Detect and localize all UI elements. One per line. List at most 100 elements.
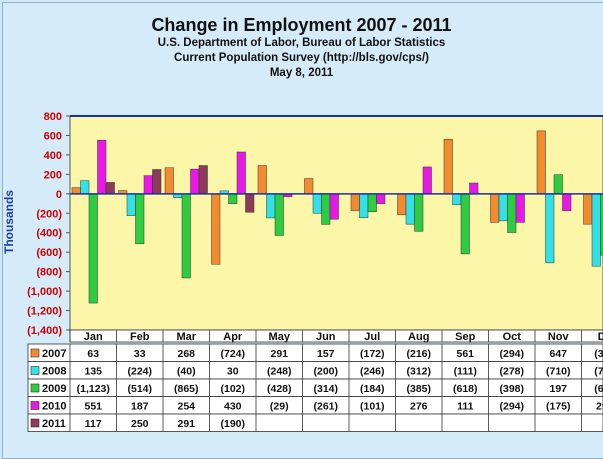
- data-label: (261): [313, 401, 338, 413]
- data-label: (630: [594, 383, 603, 395]
- data-label: 297: [596, 401, 603, 413]
- x-tick-label: Apr: [223, 331, 243, 343]
- bar-2009-Apr: [228, 193, 238, 204]
- bar-2011-Feb: [152, 169, 162, 195]
- data-label: (200): [313, 366, 338, 378]
- y-tick-label: (1,200): [27, 306, 62, 318]
- legend-label-2009: 2009: [42, 383, 66, 395]
- data-label: 561: [456, 348, 474, 360]
- bar-2008-Nov: [545, 193, 555, 264]
- bar-2008-Oct: [498, 193, 508, 222]
- bar-2007-Sep: [443, 138, 453, 195]
- data-label: (172): [360, 348, 385, 360]
- bar-2009-Aug: [414, 193, 424, 232]
- bar-2010-Apr: [236, 151, 246, 195]
- bar-2010-Jan: [97, 139, 107, 195]
- legend-key-2011: [30, 418, 40, 428]
- x-tick-label: Jul: [364, 331, 380, 343]
- data-label: (101): [360, 401, 385, 413]
- data-label: (248): [267, 366, 292, 378]
- bar-2011-Mar: [198, 165, 208, 195]
- data-label: (294): [499, 401, 524, 413]
- data-label: (294): [499, 348, 524, 360]
- bar-2011-Apr: [245, 193, 255, 213]
- data-label: (312: [594, 348, 603, 360]
- data-label: 33: [134, 348, 146, 360]
- chart-subtitle-2: Current Population Survey (http://bls.go…: [174, 52, 429, 64]
- data-label: (710): [546, 366, 571, 378]
- x-tick-label: Feb: [130, 331, 150, 343]
- bar-2007-Aug: [397, 193, 407, 216]
- chart-titles: Change in Employment 2007 - 2011 U.S. De…: [0, 14, 603, 81]
- bar-2007-Jan: [71, 187, 81, 195]
- data-label: (865): [174, 383, 199, 395]
- data-label: 291: [270, 348, 288, 360]
- data-label: (102): [220, 383, 245, 395]
- bar-2007-Jun: [304, 178, 314, 195]
- x-tick-label: Oct: [503, 331, 522, 343]
- table-row-2011: [27, 413, 603, 432]
- data-label: 268: [177, 348, 195, 360]
- x-tick-label: Sep: [455, 331, 475, 343]
- bar-2007-De: [583, 193, 593, 225]
- data-label: 197: [549, 383, 567, 395]
- data-label: (175): [546, 401, 571, 413]
- bar-2009-Nov: [553, 174, 563, 195]
- data-label: 30: [227, 366, 239, 378]
- data-label: 250: [131, 418, 149, 430]
- data-label: (724): [220, 348, 245, 360]
- bar-2008-Jul: [359, 193, 369, 218]
- legend-key-2010: [30, 401, 40, 410]
- legend-label-2011: 2011: [42, 418, 66, 430]
- bar-2010-Nov: [562, 193, 572, 212]
- bar-2008-Feb: [126, 193, 136, 216]
- bar-2007-Apr: [211, 193, 221, 265]
- y-tick-label: 600: [44, 130, 62, 142]
- x-tick-label: Aug: [408, 331, 429, 343]
- legend-label-2008: 2008: [42, 366, 66, 378]
- bar-2011-Jan: [105, 182, 115, 195]
- y-tick-label: (800): [36, 267, 62, 279]
- legend-key-2007: [30, 348, 40, 358]
- data-label: 117: [85, 418, 102, 430]
- bar-2007-Nov: [536, 130, 546, 195]
- bar-2007-Mar: [164, 167, 174, 195]
- data-label: (29): [270, 401, 289, 413]
- y-tick-label: (1,400): [27, 325, 62, 337]
- data-label: 157: [317, 348, 335, 360]
- data-label: 135: [84, 366, 102, 378]
- data-label: (312): [406, 366, 431, 378]
- data-label: 291: [177, 418, 195, 430]
- legend-key-2009: [30, 383, 40, 393]
- data-label: (314): [313, 383, 338, 395]
- bar-2008-May: [266, 193, 276, 219]
- y-tick-label: 200: [44, 169, 62, 181]
- bar-2008-De: [591, 193, 601, 267]
- y-tick-label: (1,000): [27, 286, 62, 298]
- data-label: 551: [84, 401, 102, 413]
- chart-subtitle-3: May 8, 2011: [269, 67, 334, 79]
- chart-subtitle-1: U.S. Department of Labor, Bureau of Labo…: [157, 37, 446, 49]
- bar-2008-Jun: [312, 193, 322, 214]
- bar-2009-May: [274, 193, 284, 236]
- data-label: (744: [594, 366, 603, 378]
- bar-2008-Sep: [452, 193, 462, 205]
- bar-2010-Mar: [190, 168, 200, 195]
- bar-2009-Jul: [367, 193, 377, 212]
- bar-2007-May: [257, 165, 267, 195]
- bar-2009-Feb: [135, 193, 145, 245]
- x-tick-label: May: [269, 331, 291, 343]
- data-label: 430: [224, 401, 242, 413]
- data-label: (428): [267, 383, 292, 395]
- bar-2009-Oct: [507, 193, 517, 233]
- bar-2009-De: [600, 193, 603, 256]
- bar-2007-Jul: [350, 193, 360, 211]
- data-label: (1,123): [77, 383, 110, 395]
- bar-2010-Aug: [422, 166, 432, 195]
- data-label: (216): [406, 348, 431, 360]
- bar-2008-Aug: [405, 193, 415, 225]
- bar-2010-Jun: [329, 193, 339, 220]
- data-label: 276: [410, 401, 428, 413]
- plot-area: [69, 115, 603, 331]
- y-tick-label: (200): [36, 208, 62, 220]
